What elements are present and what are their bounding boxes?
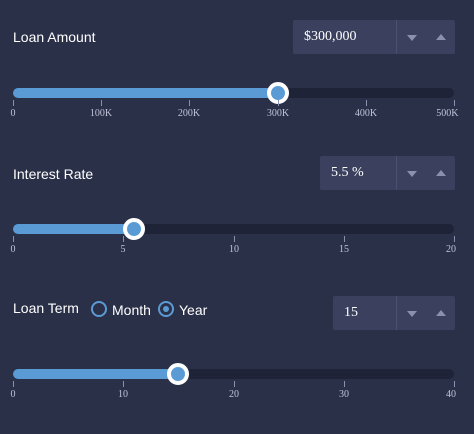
loan-term-tick-label: 10 (118, 389, 128, 400)
loan-amount-tick-label: 200K (177, 108, 201, 119)
radio-year-label[interactable]: Year (179, 302, 208, 318)
interest-rate-decrement-button[interactable] (397, 156, 426, 190)
loan-amount-tick (189, 100, 190, 106)
interest-rate-tick-label: 10 (229, 244, 239, 255)
chevron-up-icon (436, 170, 446, 176)
radio-month-label[interactable]: Month (112, 302, 151, 318)
loan-amount-tick-label: 500K (436, 108, 459, 119)
loan-amount-slider-fill (13, 88, 278, 98)
interest-rate-tick (234, 236, 235, 242)
loan-amount-tick (454, 100, 455, 106)
loan-amount-tick-label: 400K (354, 108, 378, 119)
chevron-up-icon (436, 34, 446, 40)
loan-term-label: Loan Term (13, 300, 79, 316)
loan-amount-tick (13, 100, 14, 106)
radio-month[interactable] (91, 301, 107, 317)
interest-rate-slider-fill (13, 224, 134, 234)
interest-rate-increment-button[interactable] (426, 156, 455, 190)
interest-rate-tick (344, 236, 345, 242)
interest-rate-value[interactable]: 5.5 % (331, 165, 364, 180)
loan-term-value[interactable]: 15 (344, 305, 358, 320)
interest-rate-slider-thumb[interactable] (123, 218, 145, 240)
loan-amount-increment-button[interactable] (426, 20, 455, 54)
interest-rate-label: Interest Rate (13, 166, 94, 182)
interest-rate-slider[interactable] (13, 218, 454, 240)
loan-term-slider-thumb[interactable] (167, 363, 189, 385)
loan-term-tick (13, 381, 14, 387)
loan-term-slider-fill (13, 369, 178, 379)
loan-amount-tick-label: 0 (10, 108, 16, 119)
interest-rate-tick-label: 15 (339, 244, 349, 255)
loan-amount-tick (366, 100, 367, 106)
interest-rate-tick-label: 5 (120, 244, 126, 255)
interest-rate-tick (454, 236, 455, 242)
loan-term-increment-button[interactable] (426, 296, 455, 330)
loan-term-tick-label: 40 (446, 389, 456, 400)
interest-rate-tick (13, 236, 14, 242)
interest-rate-tick-label: 0 (10, 244, 16, 255)
chevron-up-icon (436, 310, 446, 316)
chevron-down-icon (407, 171, 417, 177)
interest-rate-spinner[interactable]: 5.5 % (320, 156, 455, 190)
loan-amount-tick (278, 100, 279, 106)
loan-term-tick (454, 381, 455, 387)
chevron-down-icon (407, 311, 417, 317)
loan-amount-slider[interactable] (13, 82, 454, 104)
loan-term-decrement-button[interactable] (397, 296, 426, 330)
loan-term-spinner[interactable]: 15 (333, 296, 455, 330)
loan-term-tick-label: 0 (10, 389, 16, 400)
loan-amount-tick-label: 300K (266, 108, 290, 119)
loan-term-tick-label: 30 (339, 389, 349, 400)
interest-rate-tick (123, 236, 124, 242)
loan-term-tick (234, 381, 235, 387)
loan-term-tick-label: 20 (229, 389, 239, 400)
loan-amount-value[interactable]: $300,000 (304, 29, 357, 44)
loan-amount-spinner[interactable]: $300,000 (293, 20, 455, 54)
loan-amount-decrement-button[interactable] (397, 20, 426, 54)
loan-term-tick (344, 381, 345, 387)
chevron-down-icon (407, 35, 417, 41)
loan-amount-tick-label: 100K (89, 108, 113, 119)
loan-amount-tick (101, 100, 102, 106)
loan-amount-label: Loan Amount (13, 29, 96, 45)
radio-year[interactable] (158, 301, 174, 317)
interest-rate-tick-label: 20 (446, 244, 456, 255)
loan-term-slider[interactable] (13, 363, 454, 385)
loan-term-tick (123, 381, 124, 387)
